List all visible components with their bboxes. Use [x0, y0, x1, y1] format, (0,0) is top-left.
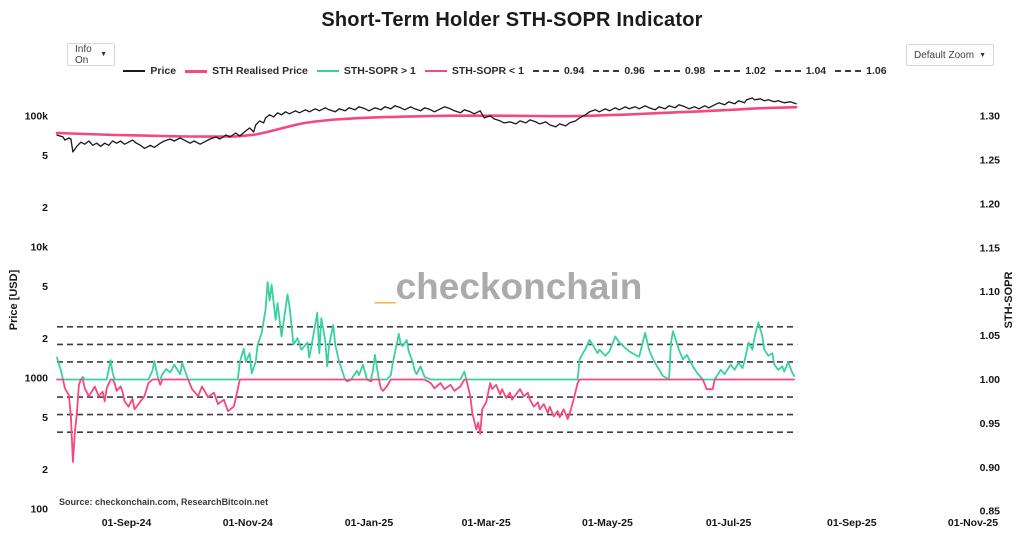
legend-item[interactable]: STH-SOPR < 1	[424, 65, 524, 77]
left-axis-tick-label: 100k	[25, 111, 49, 123]
price-line	[56, 97, 797, 153]
right-axis-tick-label: 1.05	[980, 330, 1001, 342]
line-swatch	[123, 70, 146, 72]
x-axis-tick-label: 01-Mar-25	[462, 517, 511, 529]
legend-item-label: STH-SOPR < 1	[451, 65, 524, 77]
right-axis-tick-label: 1.00	[980, 374, 1001, 386]
watermark-text: checkonchain	[395, 266, 643, 307]
zoom-dropdown-label: Default Zoom	[914, 49, 975, 61]
dashed-line-swatch	[774, 70, 801, 72]
left-axis-tick-label: 5	[42, 412, 48, 424]
watermark-underscore: _	[375, 266, 396, 307]
sopr-below-line	[56, 378, 796, 463]
line-swatch	[185, 69, 208, 73]
left-axis-tick-label: 10k	[30, 242, 48, 254]
sth-realised-line	[55, 105, 798, 138]
chevron-down-icon: ▼	[979, 51, 986, 59]
left-axis-tick-label: 5	[42, 281, 48, 293]
dashed-line-swatch	[593, 70, 620, 72]
legend-item[interactable]: 1.02	[714, 65, 766, 77]
left-axis-tick-label: 2	[42, 202, 48, 214]
line-swatch	[424, 70, 447, 72]
sopr-above-line	[56, 281, 796, 381]
watermark: _checkonchain	[375, 266, 642, 308]
right-axis-tick-label: 1.15	[980, 242, 1001, 254]
legend-item-label: STH-SOPR > 1	[343, 65, 416, 77]
legend-item-label: 1.02	[745, 65, 766, 77]
left-axis-tick-label: 100	[30, 504, 48, 516]
dashed-line-swatch	[653, 70, 680, 72]
right-axis-tick-label: 1.10	[980, 286, 1001, 298]
legend-item-label: 0.98	[684, 65, 706, 77]
left-axis-tick-label: 2	[42, 333, 48, 345]
chart-legend: Price STH Realised Price STH-SOPR > 1 STH-S…	[0, 65, 1010, 77]
dashed-line-swatch	[532, 70, 559, 72]
info-dropdown-label: Info On	[75, 43, 92, 66]
right-axis-tick-label: 0.85	[980, 506, 1001, 518]
zoom-dropdown[interactable]: Default Zoom ▼	[906, 44, 994, 66]
legend-item[interactable]: 0.94	[532, 65, 585, 77]
page-title: Short-Term Holder STH-SOPR Indicator	[321, 9, 703, 31]
legend-item-label: 1.06	[866, 65, 887, 77]
x-axis-tick-label: 01-Sep-25	[827, 517, 877, 529]
legend-item[interactable]: Price	[123, 65, 176, 77]
x-axis-tick-label: 01-Jul-25	[706, 517, 752, 529]
x-axis-tick-label: 01-Nov-24	[223, 517, 273, 529]
left-axis-tick-label: 1000	[25, 373, 49, 385]
legend-item[interactable]: 0.98	[653, 65, 706, 77]
right-axis-tick-label: 1.25	[980, 155, 1001, 167]
left-axis-tick-label: 2	[42, 464, 48, 476]
right-axis-tick-label: 1.20	[980, 198, 1001, 210]
right-axis-tick-label: 0.90	[980, 462, 1001, 474]
legend-item-label: 1.04	[805, 65, 827, 77]
legend-item-label: 0.94	[563, 65, 585, 77]
legend-item[interactable]: STH Realised Price	[185, 65, 308, 77]
legend-item[interactable]: 1.04	[774, 65, 827, 77]
chevron-down-icon: ▼	[100, 51, 107, 58]
x-axis-tick-label: 01-Sep-24	[102, 517, 152, 529]
right-axis-tick-label: 1.30	[980, 111, 1001, 123]
legend-item[interactable]: 1.06	[835, 65, 887, 77]
dashed-line-swatch	[714, 70, 741, 72]
legend-item-label: 0.96	[624, 65, 645, 77]
legend-item[interactable]: STH-SOPR > 1	[316, 65, 416, 77]
x-axis-tick-label: 01-Nov-25	[948, 517, 998, 529]
line-swatch	[316, 70, 339, 72]
source-note: Source: checkonchain.com, ResearchBitcoi…	[59, 497, 269, 507]
legend-item-label: Price	[150, 65, 177, 77]
dashed-line-swatch	[835, 70, 862, 72]
right-axis-tick-label: 0.95	[980, 418, 1001, 430]
info-dropdown[interactable]: Info On ▼	[67, 43, 115, 66]
left-axis-tick-label: 5	[42, 150, 48, 162]
legend-item-label: STH Realised Price	[212, 65, 308, 77]
legend-item[interactable]: 0.96	[593, 65, 645, 77]
x-axis-tick-label: 01-Jan-25	[345, 517, 394, 529]
x-axis-tick-label: 01-May-25	[582, 517, 633, 529]
